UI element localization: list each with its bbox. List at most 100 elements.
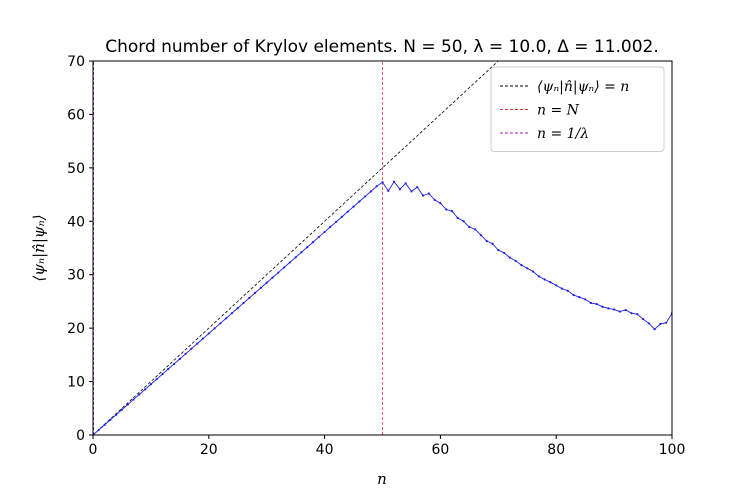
data-point: [254, 291, 257, 294]
data-point: [120, 408, 124, 411]
data-point: [242, 301, 245, 305]
data-point: [352, 205, 355, 208]
data-point: [624, 308, 627, 312]
data-point: [566, 289, 569, 292]
data-point: [555, 284, 558, 287]
data-point: [207, 332, 210, 335]
y-tick-label: 40: [67, 214, 85, 230]
data-point: [456, 216, 459, 220]
data-point: [468, 226, 471, 229]
data-point: [138, 393, 141, 396]
data-point: [381, 181, 384, 184]
data-point: [317, 235, 320, 239]
data-point: [560, 287, 564, 290]
data-point: [462, 220, 465, 223]
chart-title: Chord number of Krylov elements. N = 50,…: [105, 37, 659, 57]
data-point: [288, 261, 291, 264]
data-point: [248, 296, 251, 300]
data-point: [144, 388, 147, 391]
data-point: [236, 307, 239, 310]
data-point: [196, 342, 199, 345]
data-point: [427, 192, 430, 195]
legend: ⟨ψₙ|n̂|ψₙ⟩ = n n = N n = 1/λ: [490, 66, 665, 152]
data-point: [311, 241, 315, 244]
plot-area: [93, 61, 672, 435]
data-point: [126, 403, 129, 406]
data-point: [230, 312, 234, 315]
data-point: [491, 242, 494, 245]
data-point: [404, 182, 407, 185]
data-point: [607, 307, 610, 310]
data-point: [601, 305, 604, 308]
data-point: [410, 190, 413, 193]
data-point: [271, 276, 274, 279]
data-point: [364, 195, 367, 198]
data-point: [398, 188, 401, 191]
data-point: [665, 321, 668, 324]
data-point: [613, 308, 616, 311]
data-point: [537, 275, 540, 278]
data-point: [265, 281, 268, 284]
data-point: [636, 313, 639, 316]
data-point: [340, 215, 344, 218]
data-point: [155, 378, 158, 381]
data-point: [474, 228, 477, 231]
data-point: [502, 251, 506, 254]
y-tick-label: 50: [67, 161, 85, 177]
data-point: [346, 210, 349, 213]
data-point: [531, 270, 535, 273]
x-tick-label: 20: [200, 442, 218, 458]
x-tick-label: 40: [316, 442, 334, 458]
data-point: [543, 278, 546, 281]
data-point: [433, 198, 436, 202]
data-point: [392, 180, 396, 183]
data-point: [641, 317, 645, 321]
data-point: [375, 185, 378, 188]
data-point: [132, 398, 135, 401]
axes: 0 20 40 60 80 100 0 10 20 30 40 50 60 70: [67, 54, 685, 458]
data-point: [323, 230, 326, 234]
y-tick-label: 30: [67, 268, 85, 284]
data-point: [416, 185, 419, 189]
data-point: [479, 234, 483, 237]
y-tick-label: 20: [67, 321, 85, 337]
y-axis-label: ⟨ψₙ|n̂|ψₙ⟩: [30, 214, 48, 281]
series-line-0: [93, 61, 499, 435]
data-point: [497, 249, 500, 252]
data-point: [526, 267, 529, 270]
data-point: [306, 246, 309, 249]
data-point: [653, 328, 656, 331]
data-point: [387, 189, 390, 192]
data-point: [595, 303, 598, 306]
data-point: [225, 317, 228, 320]
y-tick-label: 10: [67, 375, 85, 391]
axes-frame: [92, 60, 673, 436]
data-point: [178, 357, 181, 360]
data-point: [549, 281, 552, 284]
data-point: [213, 327, 216, 330]
data-point: [115, 413, 118, 416]
data-point: [201, 337, 205, 340]
y-tick-label: 0: [76, 428, 85, 444]
legend-entry: n = N: [537, 103, 580, 119]
data-point: [259, 286, 263, 289]
data-point: [450, 210, 454, 213]
data-point: [647, 322, 650, 325]
legend-entry: ⟨ψₙ|n̂|ψₙ⟩ = n: [537, 79, 629, 95]
x-axis-label: n: [377, 470, 387, 488]
data-point: [172, 362, 176, 366]
data-point: [335, 220, 338, 223]
data-point: [584, 298, 587, 301]
data-point: [485, 239, 488, 243]
data-point: [109, 418, 112, 421]
data-point: [445, 208, 448, 211]
data-point: [149, 383, 152, 386]
data-point: [277, 271, 280, 274]
data-point: [421, 194, 425, 197]
data-point: [508, 256, 511, 259]
data-point: [219, 322, 222, 325]
x-tick-label: 0: [89, 442, 98, 458]
data-point: [167, 367, 170, 371]
data-point: [439, 202, 442, 205]
